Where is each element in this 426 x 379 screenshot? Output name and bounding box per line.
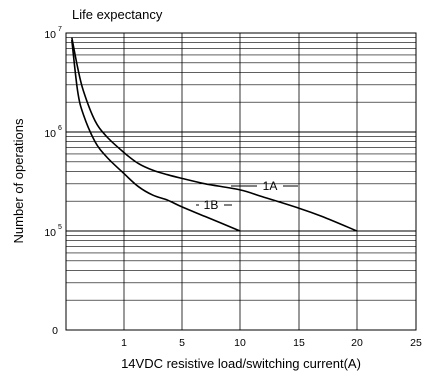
series-line-1b	[71, 39, 241, 232]
y-tick-label: 0	[52, 325, 58, 337]
y-axis-label: Number of operations	[11, 118, 26, 244]
x-tick-label: 10	[234, 337, 246, 349]
x-tick-labels: 1 5 10 15 20 25	[121, 337, 422, 349]
y-tick-label: 10	[44, 128, 56, 140]
grid	[66, 33, 416, 330]
x-tick-label: 15	[293, 337, 305, 349]
y-tick-exponent: 5	[58, 224, 62, 231]
x-tick-label: 20	[351, 337, 363, 349]
y-tick-exponent: 6	[58, 125, 62, 132]
plot-frame	[65, 32, 417, 331]
series-layer: 1A 1B	[71, 37, 358, 232]
x-tick-label: 1	[121, 337, 127, 349]
series-line-1a	[71, 37, 358, 232]
chart-title: Life expectancy	[72, 7, 163, 22]
x-tick-label: 25	[410, 337, 422, 349]
x-axis-label: 14VDC resistive load/switching current(A…	[121, 356, 361, 371]
y-tick-exponent: 7	[58, 26, 62, 33]
series-label-1b: 1B	[204, 198, 219, 212]
series-label-1a: 1A	[263, 179, 278, 193]
x-tick-label: 5	[179, 337, 185, 349]
y-tick-label: 10	[44, 29, 56, 41]
y-tick-label: 10	[44, 227, 56, 239]
